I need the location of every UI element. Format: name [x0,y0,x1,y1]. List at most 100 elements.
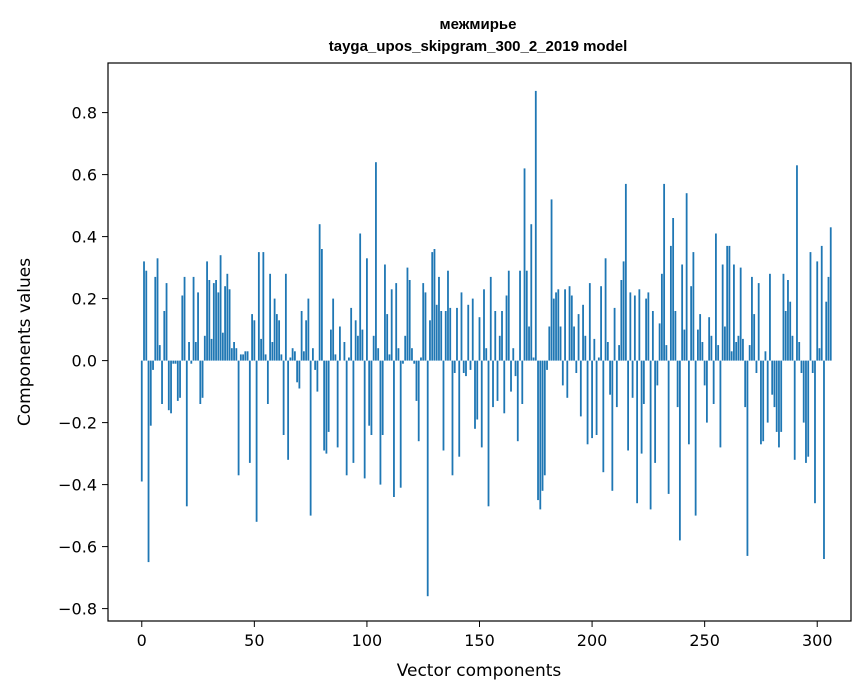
bar [498,335,501,361]
bar [352,360,355,463]
bar [584,335,587,361]
bar [181,295,184,361]
bar [615,360,618,408]
bar [561,360,564,386]
bar [818,348,821,361]
bar [435,304,438,361]
bar [275,314,278,361]
bar [314,360,317,370]
bar [248,360,251,463]
bar [760,360,762,445]
bar [194,342,197,361]
bar [726,245,729,361]
bar [537,360,539,501]
bar [289,357,292,361]
bar [251,314,253,361]
bar [444,311,447,361]
bar [660,273,663,361]
x-axis-label: Vector components [397,661,562,681]
bar [460,292,463,361]
bar [805,360,807,463]
bar [728,245,731,361]
bar [390,289,393,361]
bar [573,326,575,361]
y-tick-label: 0.0 [72,352,97,371]
bar [176,360,179,401]
bar [708,317,711,361]
bar [318,224,321,361]
bar [246,351,249,361]
y-tick-label: −0.2 [58,414,97,433]
bar [613,307,616,361]
bar [525,270,528,361]
bar [219,255,222,361]
bar [739,267,742,361]
bar [640,360,643,454]
bar [260,338,262,361]
bar [399,360,402,488]
bar [751,276,753,361]
bar [420,357,422,361]
bar [577,314,580,361]
bar [694,360,697,516]
bar [528,326,530,361]
bar [255,360,258,522]
bar [325,360,328,454]
bar [386,314,389,361]
bar [633,295,636,361]
bar [230,348,233,361]
bar [239,354,242,361]
bar [395,283,398,361]
bar [217,292,220,361]
bar [588,283,591,361]
bar [402,360,404,364]
bar [697,329,699,361]
bar [366,258,368,361]
bar [687,360,690,445]
bar [480,360,483,448]
bar [384,264,386,361]
bar [415,360,418,401]
bar [163,311,166,361]
bar [302,351,305,361]
bar [393,360,395,497]
chart-title: межмирье [440,16,517,33]
bar [543,360,546,476]
bar [311,348,314,361]
bars-group [140,90,832,597]
bar [483,289,485,361]
bar [773,360,776,408]
bar [829,227,832,361]
bar [447,270,449,361]
bar [595,360,598,435]
bar [505,295,508,361]
bar [158,345,161,361]
bar [206,261,208,361]
bar [512,348,515,361]
bar [291,348,294,361]
bar [339,326,341,361]
bar [143,261,145,361]
bar [190,360,193,364]
bar [273,298,276,361]
bar [442,360,445,451]
bar [320,249,323,361]
bar [465,360,467,377]
bar [647,292,650,361]
bar [717,345,720,361]
bar [368,360,371,426]
bar [820,245,823,361]
bar [478,317,481,361]
bar [676,360,679,408]
bar [667,360,670,494]
bar [593,338,596,361]
bar [757,283,760,361]
bar [424,292,427,361]
bar [199,360,202,404]
y-tick-label: −0.4 [58,476,97,495]
bar [397,348,400,361]
bar [753,314,756,361]
bar [606,342,609,361]
bar [406,267,409,361]
bar [154,276,157,361]
